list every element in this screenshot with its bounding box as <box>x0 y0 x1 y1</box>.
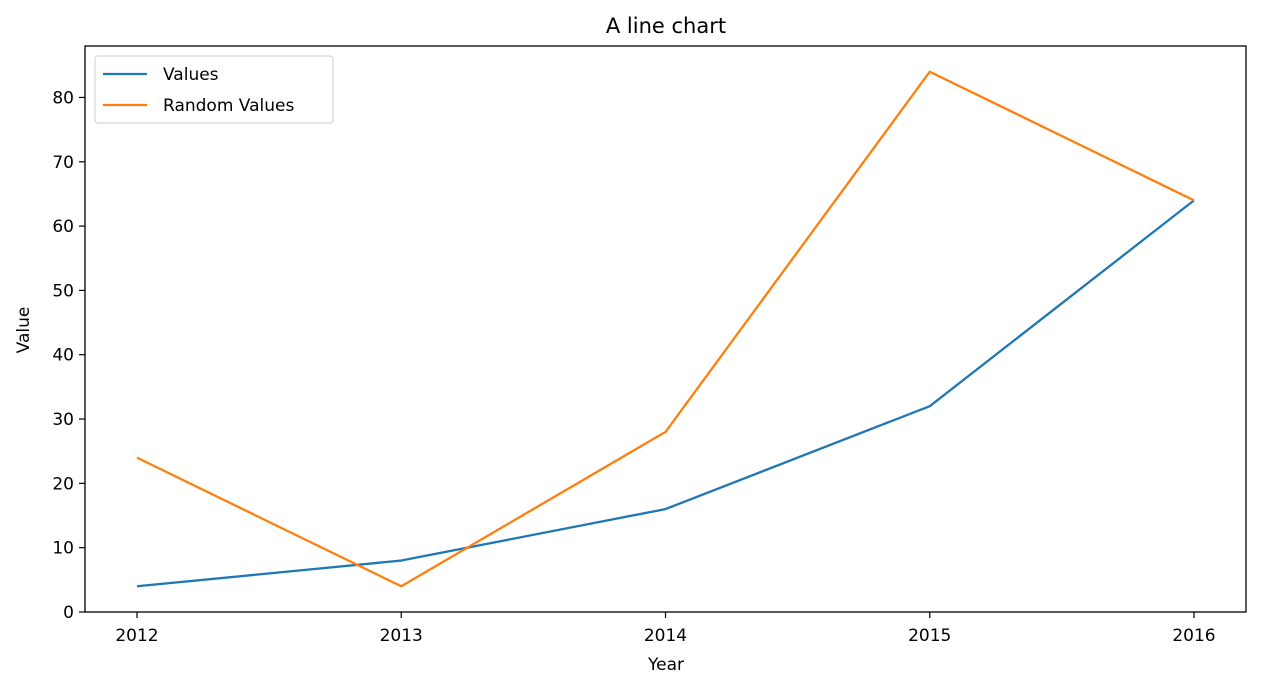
y-tick-label: 0 <box>63 603 74 623</box>
series-lines <box>136 70 1195 588</box>
y-tick-label: 20 <box>52 474 74 494</box>
x-axis-label: Year <box>647 655 684 675</box>
legend-box <box>94 55 334 124</box>
y-axis-label: Value <box>14 307 34 354</box>
y-axis: 0 10 20 30 40 50 60 70 80 <box>52 88 85 623</box>
x-tick-label: 2014 <box>644 626 687 646</box>
x-tick-label: 2016 <box>1172 626 1215 646</box>
y-tick-label: 70 <box>52 153 74 173</box>
y-tick-label: 50 <box>52 281 74 301</box>
legend-items: Values Random Values <box>103 65 294 116</box>
x-tick-label: 2015 <box>908 626 951 646</box>
x-axis: 2012 2013 2014 2015 2016 <box>115 612 1216 646</box>
series-line-1 <box>136 199 1195 588</box>
plot-frame <box>84 45 1247 613</box>
x-tick-label: 2013 <box>380 626 423 646</box>
legend-label: Random Values <box>163 96 294 116</box>
legend-label: Values <box>163 65 219 85</box>
y-tick-label: 30 <box>52 410 74 430</box>
plot-area: 2012 2013 2014 2015 2016 0 10 20 30 40 50 60 70 80 <box>52 45 1247 646</box>
y-tick-label: 40 <box>52 346 74 366</box>
legend: Values Random Values <box>94 55 334 124</box>
chart-title: A line chart <box>606 14 726 38</box>
x-tick-label: 2012 <box>115 626 158 646</box>
y-tick-label: 80 <box>52 88 74 108</box>
y-tick-label: 60 <box>52 217 74 237</box>
y-tick-label: 10 <box>52 539 74 559</box>
